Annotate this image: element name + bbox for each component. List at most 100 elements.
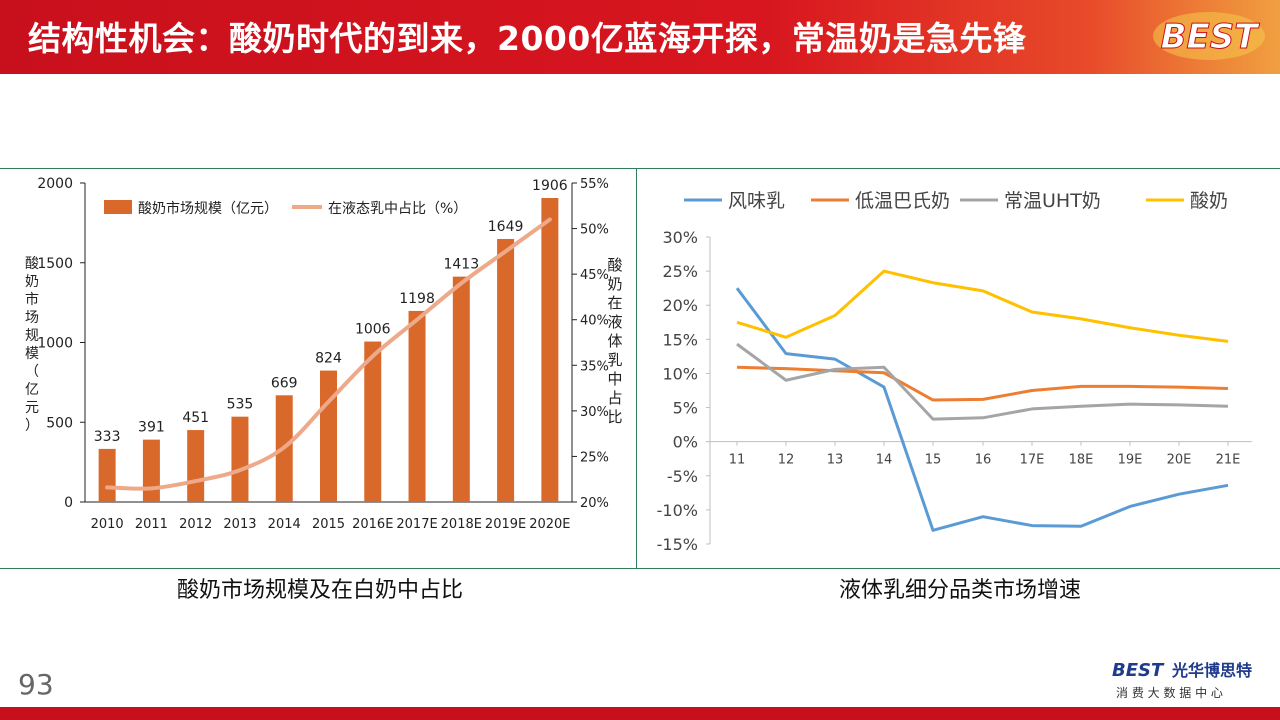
page-title: 结构性机会：酸奶时代的到来，2000亿蓝海开探，常温奶是急先锋 [28,19,1027,58]
legend-line-label: 在液态乳中占比（%） [328,201,467,217]
y-tick-label: -15% [657,535,698,554]
brand-tagline: 消 费 大 数 据 中 心 [1116,685,1223,700]
y2-axis-title-char: 占 [607,389,622,407]
y-tick-label: 5% [673,399,698,418]
y-tick-label: 20% [662,296,698,315]
x-tick-label: 2010 [91,517,124,532]
bar [452,276,470,502]
series-line [735,287,1229,532]
y-tick-label: 30% [662,228,698,247]
middle-divider [636,168,637,568]
x-tick-label: 2012 [179,517,212,532]
y2-tick-label: 45% [580,268,609,283]
y-axis-title-char: 奶 [25,274,39,290]
y-tick-label: 0 [64,495,73,511]
y2-tick-label: 50% [580,223,609,238]
y2-axis-title-char: 奶 [607,275,622,293]
x-tick-label: 14 [876,453,893,468]
y-tick-label: 25% [662,262,698,281]
y-axis-title: 酸奶市场规模 （ 亿元 ） [25,256,39,434]
series-line [736,365,1229,402]
bar-value-label: 1906 [532,178,568,194]
series-line [736,342,1229,421]
y2-axis-title-char: 中 [607,370,622,388]
legend-bar-label: 酸奶市场规模（亿元） [138,200,278,217]
x-tick-label: 2013 [223,517,256,532]
y2-axis-title-char: 比 [607,408,622,426]
y-axis-title-char: 场 [25,310,39,326]
legend-label: 风味乳 [728,190,785,212]
header-bar: 结构性机会：酸奶时代的到来，2000亿蓝海开探，常温奶是急先锋 BEST [0,0,1280,74]
y-axis-title-char: ） [25,418,39,434]
bar [142,439,160,502]
footer-bar [0,707,1280,720]
y-tick-label: 2000 [37,176,73,192]
bar-value-label: 1198 [399,291,435,307]
y-axis-title-char: 酸 [25,256,39,272]
y-tick-label: 1000 [37,336,73,352]
x-tick-label: 2019E [485,517,526,532]
top-divider [0,168,1280,169]
legend-label: 常温UHT奶 [1004,190,1101,212]
y2-axis-title-char: 乳 [607,351,622,369]
page-number: 93 [18,668,54,701]
x-tick-label: 11 [729,453,746,468]
x-tick-label: 19E [1118,453,1143,468]
y2-tick-label: 55% [580,177,609,192]
x-tick-label: 2018E [441,517,482,532]
best-logo-top-text: BEST [1161,17,1261,57]
bar [98,448,116,502]
market-size-chart: 0 500 1000 1500 2000 20% 25% 30% 35% 40% 45% 50% 55%… [25,176,623,532]
legend-bar-swatch [104,200,132,214]
x-tick-label: 18E [1069,453,1094,468]
x-tick-label: 12 [778,453,795,468]
left-chart-caption: 酸奶市场规模及在白奶中占比 [176,578,463,603]
y-axis-title-char: 模 [25,346,39,362]
best-logo-top: BEST [1153,12,1265,60]
y2-tick-label: 30% [580,405,609,420]
y-axis-title-char: （ [25,364,39,380]
bar [320,370,337,502]
legend-label: 低温巴氏奶 [855,190,950,212]
bar-value-label: 391 [138,420,165,436]
x-tick-label: 20E [1167,453,1192,468]
x-tick-label: 15 [925,453,942,468]
bar [231,416,249,502]
y2-axis-title-char: 体 [607,332,622,350]
y2-tick-label: 20% [580,496,609,511]
x-tick-label: 2015 [312,517,345,532]
x-tick-label: 2011 [135,517,168,532]
bar-value-label: 333 [94,429,121,445]
bar-value-label: 1649 [488,219,524,235]
y-tick-label: 10% [662,364,698,383]
brand-logo: BEST 光华博思特 消 费 大 数 据 中 心 [1112,660,1252,700]
bar [408,310,426,502]
bar [497,238,515,502]
right-chart-caption: 液体乳细分品类市场增速 [838,578,1081,603]
y-tick-label: -10% [657,501,698,520]
y2-tick-label: 25% [580,450,609,465]
y-tick-label: 500 [46,415,73,431]
brand-name: 光华博思特 [1171,661,1252,680]
x-tick-label: 13 [827,453,844,468]
bar-value-label: 669 [271,375,298,391]
y-tick-label: -5% [667,467,698,486]
bar-value-label: 1413 [443,257,479,273]
x-tick-label: 21E [1216,453,1241,468]
bar-value-label: 535 [227,397,254,413]
y-axis-title-char: 规 [25,328,39,344]
y-axis-title-char: 元 [25,400,39,416]
y2-axis-title-char: 酸 [607,256,622,274]
share-line [105,217,552,491]
legend-label: 酸奶 [1190,190,1228,212]
x-tick-label: 2017E [396,517,437,532]
bar-value-label: 824 [315,351,342,367]
series-line [736,269,1229,343]
x-tick-label: 2016E [352,517,393,532]
bar [364,341,382,502]
y-axis-title-char: 市 [25,291,39,308]
y-tick-label: 0% [673,433,698,452]
y-tick-label: 1500 [37,256,73,272]
bar [541,197,559,503]
